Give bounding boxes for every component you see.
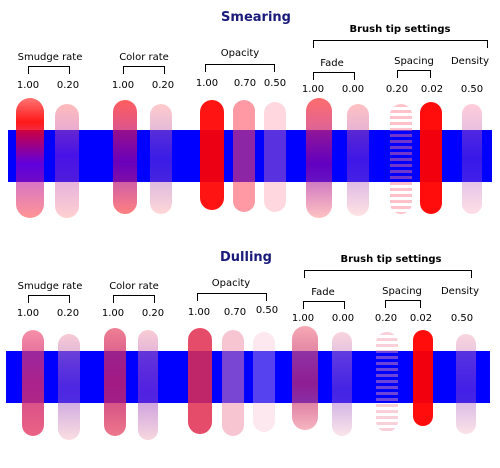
dulling-color-rate-value-2: 0.20: [141, 308, 165, 319]
smearing-stroke-spacing-2: [420, 102, 442, 214]
smearing-title: Smearing: [221, 10, 291, 25]
dulling-blue-band: [6, 351, 490, 403]
dulling-density-value-1: 0.50: [450, 313, 474, 324]
smearing-opacity-value-2: 0.70: [233, 78, 257, 89]
dulling-smudge-rate-value-2: 0.20: [56, 308, 80, 319]
dulling-smudge-rate-value-1: 1.00: [16, 308, 40, 319]
smearing-stroke-fade-2: [347, 104, 369, 216]
smearing-smudge-rate-value-2: 0.20: [56, 80, 80, 91]
smearing-smudge-rate-value-1: 1.00: [16, 80, 40, 91]
dulling-stroke-smudge-1: [22, 330, 44, 436]
smearing-fade-value-2: 0.00: [341, 84, 365, 95]
dulling-spacing-value-2: 0.02: [409, 313, 433, 324]
dulling-stroke-color-1: [104, 328, 126, 436]
smearing-stroke-color-2: [150, 104, 172, 214]
dulling-stroke-smudge-2: [58, 334, 80, 440]
dulling-smudge-rate-bracket: [28, 295, 70, 303]
dulling-fade-value-2: 0.00: [331, 313, 355, 324]
smearing-stroke-color-1: [113, 100, 137, 214]
smearing-density-value-1: 0.50: [460, 84, 484, 95]
dulling-opacity-bracket: [197, 293, 267, 301]
smearing-opacity-bracket: [205, 64, 275, 72]
smearing-smudge-rate-bracket: [28, 66, 70, 74]
dulling-stroke-opacity-3: [253, 332, 275, 432]
dulling-opacity-value-1: 1.00: [187, 307, 211, 318]
dulling-stroke-spacing-2: [413, 330, 433, 426]
dulling-stroke-fade-2: [332, 332, 352, 436]
dulling-stroke-opacity-2: [222, 330, 244, 436]
dulling-density-label: Density: [440, 286, 480, 297]
smearing-stroke-density-1: [462, 104, 482, 214]
smearing-fade-label: Fade: [320, 58, 344, 69]
dulling-color-rate-bracket: [113, 295, 155, 303]
smearing-density-label: Density: [450, 56, 490, 67]
dulling-opacity-value-3: 0.50: [255, 305, 279, 316]
dulling-stroke-opacity-1: [188, 328, 212, 434]
dulling-color-rate-value-1: 1.00: [101, 308, 125, 319]
dulling-opacity-label: Opacity: [211, 278, 251, 289]
smearing-brush-tip-bracket: [313, 40, 488, 48]
smearing-color-rate-bracket: [123, 66, 165, 74]
dulling-spacing-label: Spacing: [382, 286, 422, 297]
dulling-title: Dulling: [220, 250, 272, 265]
dulling-spacing-bracket: [385, 300, 421, 308]
dulling-brush-tip-bracket: [304, 270, 472, 278]
dulling-stroke-spacing-1: [376, 332, 398, 432]
dulling-stroke-color-2: [138, 330, 158, 440]
dulling-stroke-density-1: [456, 334, 476, 434]
smearing-brush-tip-label: Brush tip settings: [349, 24, 451, 35]
smearing-color-rate-value-2: 0.20: [151, 80, 175, 91]
smearing-color-rate-label: Color rate: [119, 52, 169, 63]
smearing-stroke-opacity-1: [200, 100, 224, 210]
smearing-fade-bracket: [313, 72, 355, 80]
dulling-smudge-rate-label: Smudge rate: [17, 281, 83, 292]
smearing-spacing-value-1: 0.20: [385, 84, 409, 95]
dulling-fade-bracket: [303, 301, 345, 309]
dulling-spacing-value-1: 0.20: [374, 313, 398, 324]
smearing-stroke-opacity-3: [264, 102, 286, 212]
smearing-stroke-smudge-1: [16, 98, 44, 218]
dulling-fade-value-1: 1.00: [291, 313, 315, 324]
smearing-stroke-smudge-2: [55, 104, 79, 218]
smearing-opacity-label: Opacity: [220, 48, 260, 59]
smearing-fade-value-1: 1.00: [301, 84, 325, 95]
smearing-color-rate-value-1: 1.00: [111, 80, 135, 91]
smearing-smudge-rate-label: Smudge rate: [17, 52, 83, 63]
dulling-opacity-value-2: 0.70: [223, 307, 247, 318]
dulling-color-rate-label: Color rate: [109, 281, 159, 292]
smearing-spacing-label: Spacing: [394, 56, 434, 67]
smearing-stroke-fade-1: [306, 98, 332, 218]
dulling-brush-tip-label: Brush tip settings: [340, 254, 442, 265]
dulling-stroke-fade-1: [292, 326, 318, 430]
smearing-spacing-bracket: [397, 70, 431, 78]
smearing-stroke-spacing-1: [390, 104, 412, 214]
dulling-fade-label: Fade: [311, 287, 335, 298]
smearing-opacity-value-1: 1.00: [195, 78, 219, 89]
smearing-opacity-value-3: 0.50: [263, 78, 287, 89]
smearing-spacing-value-2: 0.02: [420, 84, 444, 95]
smearing-stroke-opacity-2: [233, 100, 255, 212]
